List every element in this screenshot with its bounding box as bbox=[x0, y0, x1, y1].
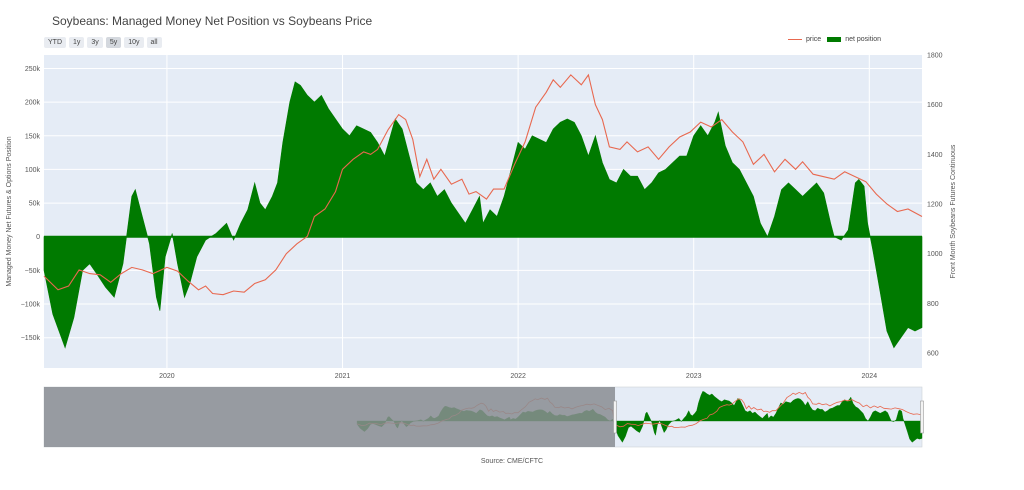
x-tick-label: 2022 bbox=[510, 373, 526, 380]
legend-item-price[interactable]: price bbox=[788, 36, 821, 43]
y-left-axis-title: Managed Money Net Futures & Options Posi… bbox=[6, 136, 13, 286]
legend-swatch-price bbox=[788, 39, 802, 40]
y-right-tick-label: 1600 bbox=[927, 102, 943, 109]
range-slider-mask bbox=[44, 387, 616, 447]
range-slider-handle-right[interactable] bbox=[920, 400, 924, 434]
y-left-tick-label: −50k bbox=[25, 268, 41, 275]
legend: price net position bbox=[788, 36, 881, 43]
y-right-tick-label: 800 bbox=[927, 301, 939, 308]
y-left-tick-label: 50k bbox=[29, 201, 41, 208]
x-tick-label: 2023 bbox=[686, 373, 702, 380]
series-net-position-area bbox=[43, 81, 923, 349]
y-right-tick-label: 1200 bbox=[927, 202, 943, 209]
y-right-axis-title: Front Month Soybeans Futures Continuous bbox=[950, 144, 957, 278]
y-right-tick-label: 1800 bbox=[927, 53, 943, 60]
y-left-tick-label: 100k bbox=[25, 167, 41, 174]
legend-item-net-position[interactable]: net position bbox=[827, 36, 881, 43]
range-button-all[interactable]: all bbox=[146, 37, 162, 48]
y-right-tick-label: 1000 bbox=[927, 251, 943, 258]
source-note: Source: CME/CFTC bbox=[480, 458, 544, 465]
x-tick-label: 2020 bbox=[159, 373, 175, 380]
y-left-tick-label: 200k bbox=[25, 100, 41, 107]
range-slider-handle-left[interactable] bbox=[613, 400, 617, 434]
chart-title: Soybeans: Managed Money Net Position vs … bbox=[52, 14, 373, 28]
range-slider bbox=[43, 386, 924, 448]
range-selector: YTD 1y 3y 5y 10y all bbox=[44, 37, 162, 48]
y-left-tick-label: 0 bbox=[36, 234, 40, 241]
range-button-ytd[interactable]: YTD bbox=[44, 37, 66, 48]
y-left-tick-label: −150k bbox=[21, 335, 41, 342]
range-button-10y[interactable]: 10y bbox=[124, 37, 144, 48]
range-button-1y[interactable]: 1y bbox=[69, 37, 85, 48]
legend-label-price: price bbox=[806, 36, 822, 43]
legend-label-net-position: net position bbox=[845, 36, 881, 43]
series-price-line bbox=[43, 73, 923, 296]
range-button-5y[interactable]: 5y bbox=[105, 37, 122, 48]
y-left-tick-label: 150k bbox=[25, 133, 41, 140]
y-left-tick-label: −100k bbox=[21, 302, 41, 309]
y-right-tick-label: 600 bbox=[927, 351, 939, 358]
legend-swatch-net-position bbox=[827, 37, 842, 42]
x-tick-label: 2021 bbox=[335, 373, 351, 380]
y-left-tick-label: 250k bbox=[25, 66, 41, 73]
y-right-tick-label: 1400 bbox=[927, 152, 943, 159]
x-tick-label: 2024 bbox=[862, 373, 878, 380]
range-button-3y[interactable]: 3y bbox=[87, 37, 103, 48]
